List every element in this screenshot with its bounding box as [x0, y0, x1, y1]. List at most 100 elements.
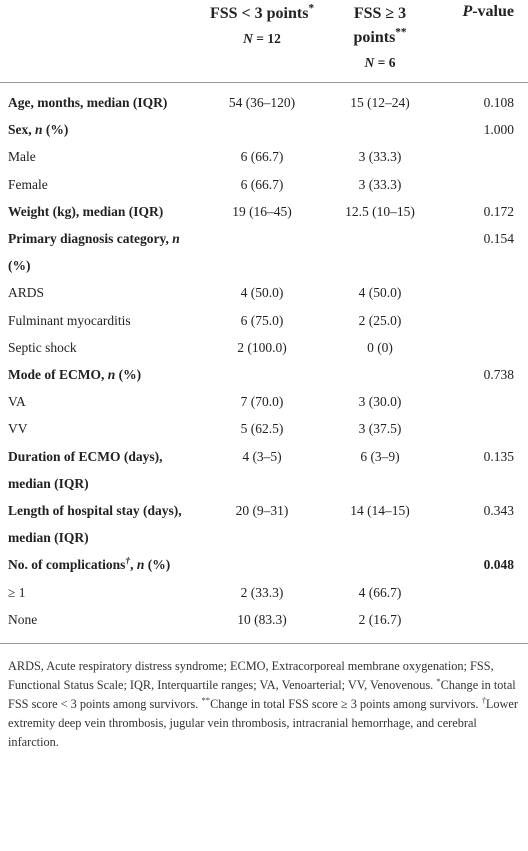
p-value — [434, 279, 528, 306]
text: 6 (3–9) — [360, 448, 400, 464]
cell — [326, 225, 434, 279]
row-label: Weight (kg), median (IQR) — [0, 198, 198, 225]
text: Primary diagnosis category, — [8, 231, 173, 247]
row-label: No. of complications†, n (%) — [0, 551, 198, 578]
text: No. of complications — [8, 557, 126, 573]
table-row: ≥ 1 2 (33.3) 4 (66.7) — [0, 579, 528, 606]
row-label: VV — [0, 415, 198, 442]
text: 2 (16.7) — [358, 611, 402, 627]
cell: 2 (16.7) — [326, 606, 434, 644]
text: 0.172 — [483, 203, 514, 219]
text: 15 (12–24) — [350, 95, 410, 110]
cell: 2 (33.3) — [198, 579, 326, 606]
cell — [198, 551, 326, 578]
column-header: FSS ≥ 3 points** N = 6 — [326, 0, 434, 83]
text: 0.108 — [483, 95, 514, 110]
text: Mode of ECMO, — [8, 367, 108, 383]
p-value — [434, 143, 528, 170]
text: FSS < 3 points — [209, 5, 309, 22]
text: 3 (37.5) — [358, 421, 402, 437]
row-label: Septic shock — [0, 334, 198, 361]
column-title: FSS < 3 points* — [209, 2, 315, 22]
styled-text: N — [364, 55, 375, 70]
cell: 3 (30.0) — [326, 388, 434, 415]
cell: 4 (66.7) — [326, 579, 434, 606]
text: 6 (75.0) — [240, 312, 284, 328]
table-row: Female 6 (66.7) 3 (33.3) — [0, 171, 528, 198]
text: , — [130, 557, 137, 573]
styled-text: N — [243, 31, 253, 46]
p-value: 0.343 — [434, 497, 528, 551]
text: Septic shock — [8, 339, 77, 355]
text: 2 (25.0) — [358, 312, 402, 328]
styled-text: n — [107, 367, 116, 383]
text: (%) — [8, 258, 31, 274]
text: (%) — [144, 557, 171, 573]
text: FSS ≥ 3 points — [353, 5, 407, 46]
column-n: N = 12 — [198, 26, 326, 52]
table-body: Age, months, median (IQR) 54 (36–120) 15 (… — [0, 83, 528, 644]
cell: 3 (37.5) — [326, 415, 434, 442]
text: 54 (36–120) — [228, 95, 296, 110]
row-label: Fulminant myocarditis — [0, 307, 198, 334]
p-value: 0.154 — [434, 225, 528, 279]
cell: 6 (75.0) — [198, 307, 326, 334]
p-value — [434, 606, 528, 644]
text: Change in total FSS score ≥ 3 points amo… — [210, 697, 482, 712]
cell: 20 (9–31) — [198, 497, 326, 551]
row-label: None — [0, 606, 198, 644]
cell: 15 (12–24) — [326, 83, 434, 117]
text: Change in total FSS score < 3 points amo… — [8, 678, 516, 712]
table-row: No. of complications†, n (%) 0.048 — [0, 551, 528, 578]
table-row: Male 6 (66.7) 3 (33.3) — [0, 143, 528, 170]
cell: 19 (16–45) — [198, 198, 326, 225]
styled-text: ** — [395, 26, 407, 39]
p-value — [434, 334, 528, 361]
cell: 4 (50.0) — [326, 279, 434, 306]
text: 3 (30.0) — [358, 394, 402, 410]
text: 4 (50.0) — [358, 285, 402, 301]
styled-text: * — [436, 675, 441, 686]
table-row: ARDS 4 (50.0) 4 (50.0) — [0, 279, 528, 306]
cell — [326, 116, 434, 143]
text: 1.000 — [483, 122, 514, 138]
text: 2 (100.0) — [237, 339, 287, 355]
row-label: Sex, n (%) — [0, 116, 198, 143]
row-label: Age, months, median (IQR) — [0, 83, 198, 117]
row-label: Female — [0, 171, 198, 198]
cell: 5 (62.5) — [198, 415, 326, 442]
text: 4 (50.0) — [240, 285, 284, 301]
styled-text: P — [462, 3, 473, 20]
cell: 7 (70.0) — [198, 388, 326, 415]
cell — [198, 225, 326, 279]
table-row: None 10 (83.3) 2 (16.7) — [0, 606, 528, 644]
column-header: P-value — [434, 0, 528, 83]
table-header: FSS < 3 points* N = 12 FSS ≥ 3 points** N =… — [0, 0, 528, 83]
cell: 10 (83.3) — [198, 606, 326, 644]
text: 19 (16–45) — [232, 203, 292, 219]
text: = 6 — [374, 55, 396, 70]
text: 20 (9–31) — [235, 503, 289, 519]
text: 2 (33.3) — [240, 584, 284, 600]
cell: 54 (36–120) — [198, 83, 326, 117]
text: Lower extremity deep vein thrombosis, ju… — [8, 697, 518, 750]
text: Weight (kg), median (IQR) — [8, 203, 164, 219]
table-row: Mode of ECMO, n (%) 0.738 — [0, 361, 528, 388]
text: Length of hospital stay (days), median (… — [8, 503, 182, 546]
table-row: Septic shock 2 (100.0) 0 (0) — [0, 334, 528, 361]
text: VV — [8, 421, 28, 437]
cell: 3 (33.3) — [326, 171, 434, 198]
text: Duration of ECMO (days), median (IQR) — [8, 448, 163, 491]
table-row: Length of hospital stay (days), median (… — [0, 497, 528, 551]
column-n: N = 6 — [326, 50, 434, 76]
text: VA — [8, 394, 26, 410]
cell: 6 (66.7) — [198, 171, 326, 198]
p-value: 0.048 — [434, 551, 528, 578]
styled-text: * — [308, 2, 315, 15]
table-row: Primary diagnosis category, n (%) 0.154 — [0, 225, 528, 279]
p-value: 0.108 — [434, 83, 528, 117]
p-value — [434, 415, 528, 442]
cell: 12.5 (10–15) — [326, 198, 434, 225]
text: ARDS — [8, 285, 45, 301]
row-label: Primary diagnosis category, n (%) — [0, 225, 198, 279]
